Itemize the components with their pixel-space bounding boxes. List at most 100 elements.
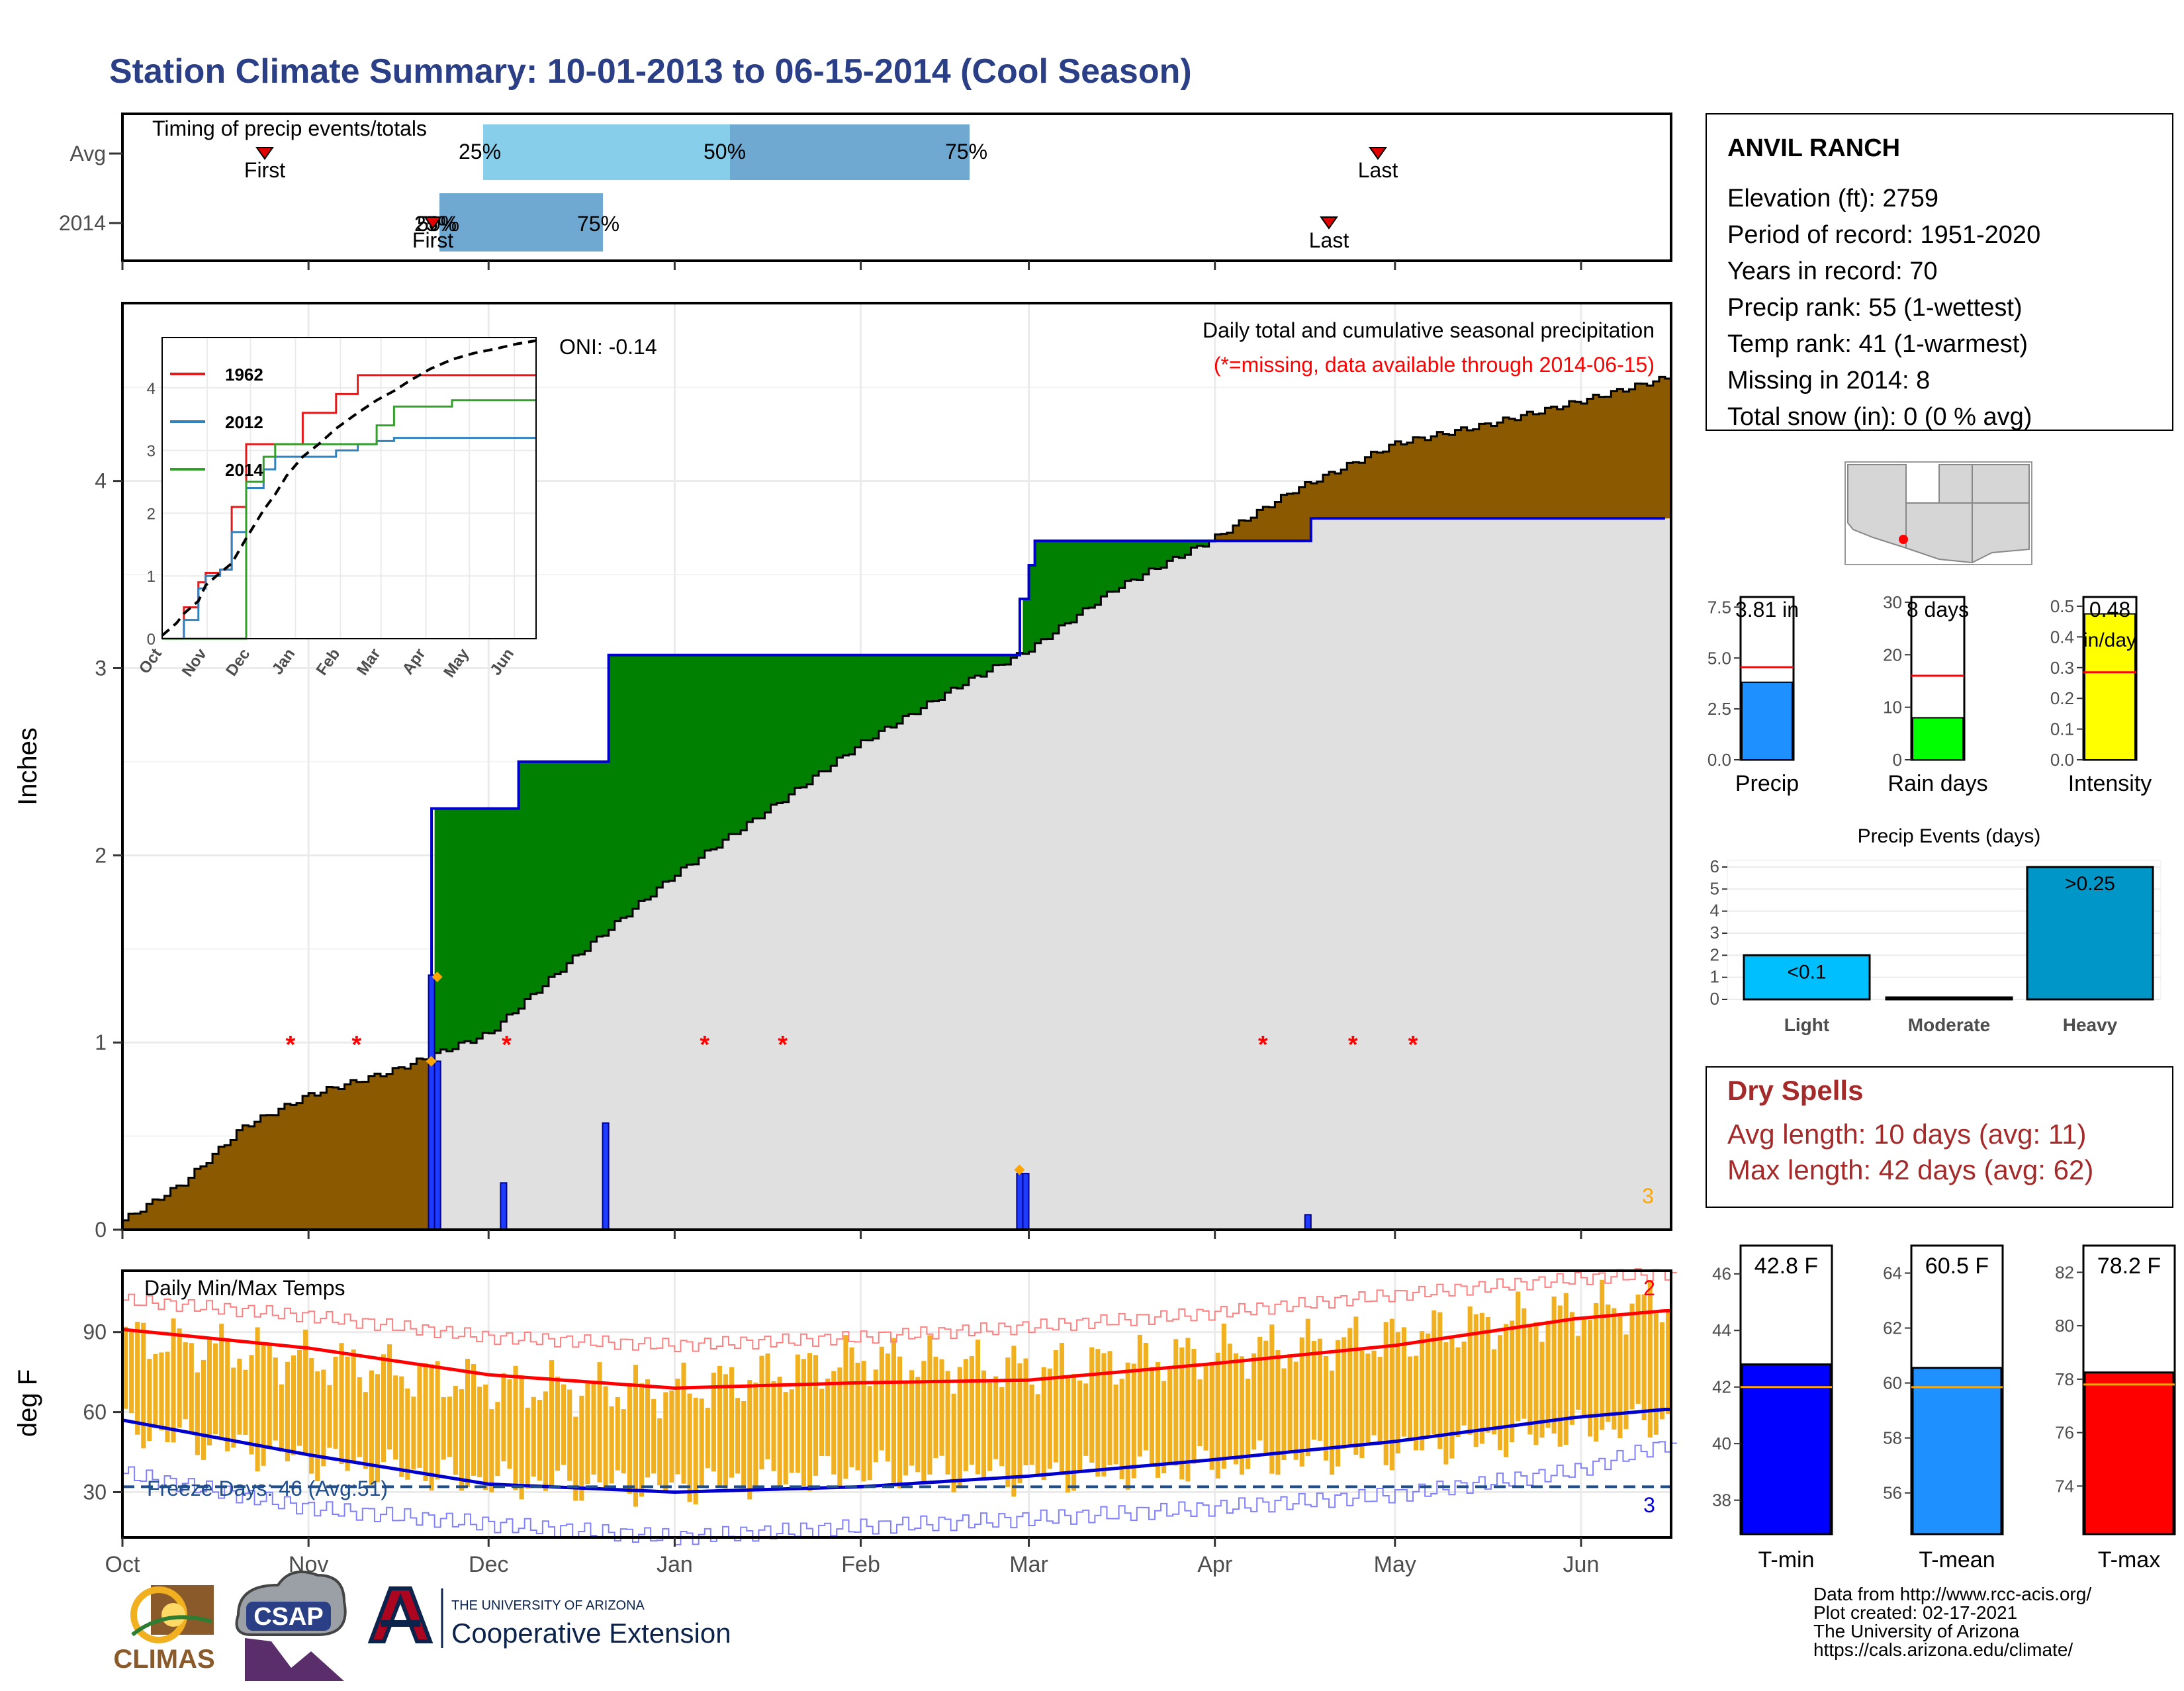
- temp-range-bar: [141, 1322, 146, 1449]
- temp-range-bar: [1612, 1308, 1617, 1430]
- temp-range-bar: [1275, 1350, 1281, 1475]
- temp-range-bar: [1617, 1316, 1623, 1439]
- temp-range-bar: [123, 1326, 128, 1409]
- temp-range-bar: [1443, 1342, 1449, 1465]
- month-label: Feb: [841, 1552, 880, 1577]
- temp-range-bar: [219, 1324, 224, 1441]
- temp-range-bar: [831, 1371, 837, 1475]
- temp-range-bar: [609, 1406, 614, 1484]
- temp-range-bar: [573, 1416, 578, 1501]
- temp-range-bar: [1089, 1347, 1095, 1463]
- precip-x-ticks: [121, 1230, 1582, 1239]
- temp-range-bar: [1504, 1324, 1509, 1457]
- timing-avg-first-label: First: [244, 158, 285, 182]
- temp-range-bar: [813, 1355, 819, 1476]
- temp-range-bar: [807, 1353, 813, 1492]
- temp-range-bar: [1035, 1394, 1040, 1477]
- temp-range-bar: [579, 1395, 584, 1501]
- temp-range-bar: [1353, 1316, 1359, 1455]
- temp-summary-axis-label: T-mean: [1919, 1547, 1995, 1573]
- temp-range-bar: [1246, 1379, 1251, 1469]
- temp-range-bar: [387, 1344, 392, 1450]
- temp-range-bar: [1623, 1334, 1629, 1430]
- month-label: Jun: [1563, 1552, 1600, 1577]
- temp-range-bar: [1479, 1312, 1484, 1444]
- temp-range-bar: [879, 1346, 884, 1451]
- y-tick-label: 1: [95, 1030, 107, 1054]
- temp-range-bar: [843, 1335, 848, 1479]
- timing-2014-first-label: First: [412, 228, 453, 252]
- temp-summary-y-tick-label: 40: [1712, 1434, 1731, 1453]
- temp-range-bar: [1137, 1334, 1142, 1457]
- temp-range-bar: [801, 1359, 806, 1486]
- temp-range-bar: [1071, 1373, 1077, 1491]
- station-line-missing: Missing in 2014: 8: [1727, 367, 1930, 394]
- temp-range-bar: [1305, 1318, 1310, 1457]
- temp-summary-y-tick-label: 62: [1883, 1318, 1902, 1338]
- events-y-tick-label: 3: [1710, 923, 1719, 942]
- timing-title: Timing of precip events/totals: [152, 116, 427, 140]
- temp-range-bar: [279, 1384, 284, 1452]
- temp-range-bar: [1371, 1350, 1377, 1436]
- summary-axis-label: Precip: [1735, 771, 1799, 796]
- dry-spells-avg: Avg length: 10 days (avg: 11): [1727, 1119, 2086, 1150]
- temp-range-bar: [1161, 1381, 1167, 1474]
- temp-range-bar: [1635, 1294, 1641, 1404]
- summary-y-tick-label: 0.0: [1707, 750, 1731, 770]
- summary-value-unit: in/day: [2083, 629, 2136, 651]
- temp-range-bar: [1005, 1357, 1011, 1487]
- summary-bar-rain-days: 0 10 20 30 8 days Rain days: [1883, 592, 1988, 796]
- temp-summary-axis-label: T-max: [2098, 1547, 2160, 1573]
- summary-y-tick-label: 0: [1893, 750, 1902, 770]
- temp-range-bar: [1113, 1384, 1118, 1465]
- temp-range-bar: [1600, 1279, 1605, 1430]
- temp-range-bar: [273, 1357, 278, 1441]
- temp-range-bar: [1641, 1294, 1647, 1420]
- temp-range-bar: [159, 1352, 164, 1431]
- station-line-years: Years in record: 70: [1727, 257, 1938, 285]
- temp-range-bar: [1659, 1322, 1664, 1420]
- timing-2014-bar-50-75: [439, 193, 603, 251]
- temp-range-bar: [1257, 1336, 1263, 1441]
- temp-range-bar: [1197, 1379, 1203, 1447]
- temp-range-bar: [861, 1361, 866, 1482]
- temp-range-bar: [429, 1364, 434, 1491]
- flagged-day-marker: [1014, 1164, 1025, 1175]
- record-low-count: 3: [1643, 1493, 1655, 1517]
- temp-range-bar: [1563, 1293, 1569, 1445]
- temp-range-bar: [549, 1360, 555, 1488]
- temp-range-bar: [1293, 1361, 1298, 1460]
- summary-y-tick-label: 5.0: [1707, 648, 1731, 668]
- temp-y-tick-label: 60: [83, 1400, 107, 1424]
- temp-range-bar: [1311, 1341, 1316, 1440]
- temp-summary-t-min: 38 40 42 44 46 42.8 F T-min: [1712, 1244, 1833, 1573]
- temp-summary-y-tick-label: 76: [2055, 1423, 2074, 1443]
- temp-range-bar: [1336, 1340, 1341, 1467]
- precip-annotation-missing: (*=missing, data available through 2014-…: [1214, 353, 1655, 377]
- precip-corner-count: 3: [1642, 1184, 1654, 1208]
- temperature-title: Daily Min/Max Temps: [144, 1276, 345, 1300]
- precip-events-chart: Precip Events (days) 01 2 3 4 56 <0.1 Light Mod…: [1710, 825, 2161, 1035]
- temp-summary-y-tick-label: 82: [2055, 1262, 2074, 1282]
- temp-range-bar: [867, 1386, 872, 1481]
- temp-range-bar: [519, 1375, 524, 1500]
- temp-range-bar: [597, 1362, 602, 1483]
- temp-range-bar: [525, 1407, 530, 1488]
- summary-y-tick-label: 0.4: [2050, 627, 2074, 647]
- temp-range-bar: [1383, 1322, 1388, 1465]
- temp-summary-y-tick-label: 42: [1712, 1377, 1731, 1397]
- temp-range-bar: [789, 1389, 794, 1473]
- dry-spells-max: Max length: 42 days (avg: 62): [1727, 1154, 2093, 1185]
- temp-summary-y-tick-label: 38: [1712, 1490, 1731, 1510]
- temp-range-bar: [993, 1376, 999, 1459]
- footer-university: The University of Arizona: [1813, 1621, 2020, 1641]
- temp-range-bar: [1083, 1383, 1089, 1456]
- dry-spells-title: Dry Spells: [1727, 1075, 1863, 1106]
- temp-range-bar: [621, 1409, 626, 1474]
- daily-precip-bar: [500, 1182, 508, 1231]
- footer-data-source: Data from http://www.rcc-acis.org/: [1813, 1584, 2091, 1604]
- temp-range-bar: [1407, 1356, 1412, 1439]
- temp-range-bar: [1485, 1316, 1490, 1433]
- temp-range-bar: [537, 1400, 542, 1481]
- temp-range-bar: [1227, 1344, 1232, 1459]
